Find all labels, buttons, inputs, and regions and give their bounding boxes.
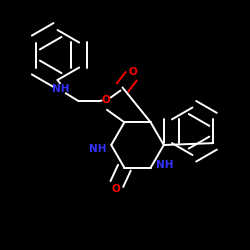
Text: NH: NH bbox=[89, 144, 106, 154]
Text: O: O bbox=[111, 184, 120, 194]
Text: NH: NH bbox=[52, 84, 70, 94]
Text: O: O bbox=[102, 95, 110, 105]
Text: NH: NH bbox=[156, 160, 173, 170]
Text: O: O bbox=[128, 67, 137, 77]
